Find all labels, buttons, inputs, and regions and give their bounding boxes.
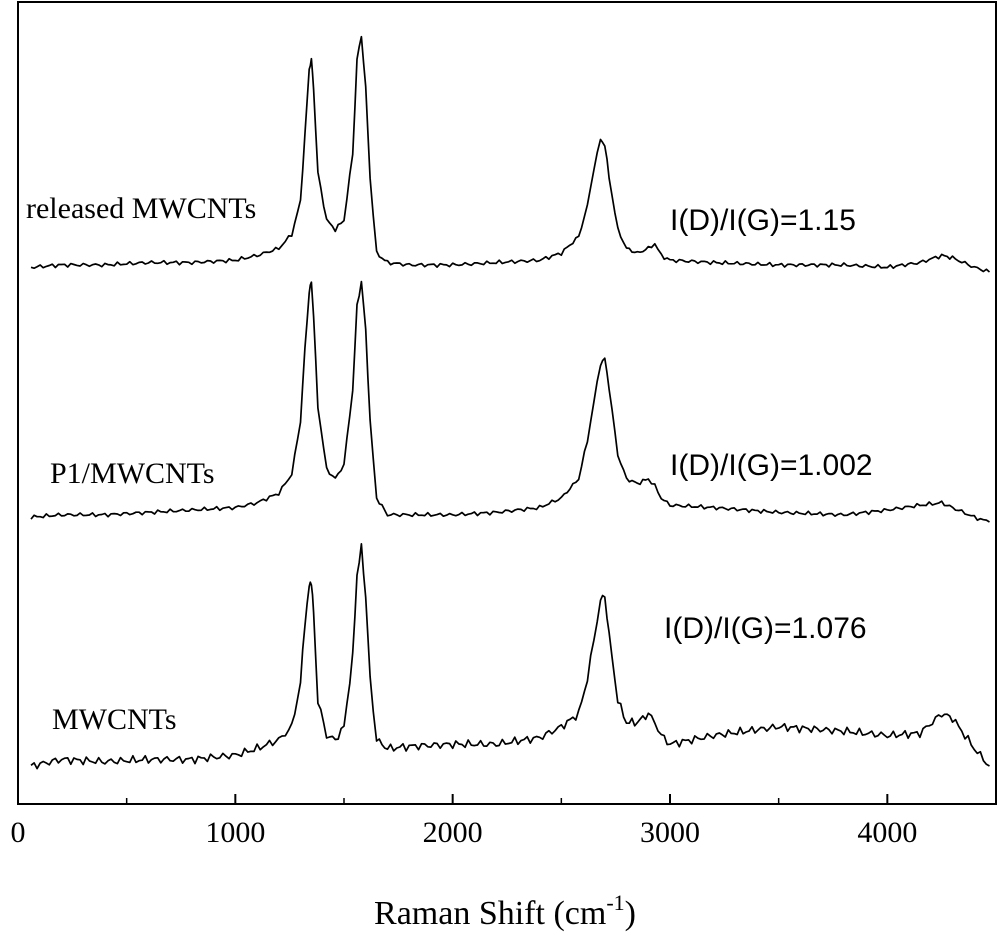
plot-frame <box>17 1 997 805</box>
ratio-annotation: I(D)/I(G)=1.002 <box>670 449 873 482</box>
x-tick-label: 0 <box>11 816 26 849</box>
series-name-label: MWCNTs <box>52 703 177 736</box>
series-line-1 <box>30 35 991 273</box>
series-line-2 <box>30 280 990 523</box>
x-tick-label: 4000 <box>857 816 917 849</box>
x-axis-ticks: 0 1000 2000 3000 4000 <box>11 794 917 849</box>
series-labels: released MWCNTs I(D)/I(G)=1.15 P1/MWCNTs I(… <box>26 192 873 736</box>
ratio-annotation: I(D)/I(G)=1.15 <box>670 204 856 237</box>
series-line-3 <box>30 543 990 770</box>
x-tick-label: 2000 <box>423 816 483 849</box>
series-name-label: P1/MWCNTs <box>50 457 215 490</box>
series-traces <box>30 35 991 770</box>
x-axis-title: Raman Shift (cm-1) <box>374 890 636 932</box>
series-name-label: released MWCNTs <box>26 192 256 225</box>
x-tick-label: 3000 <box>640 816 700 849</box>
x-tick-label: 1000 <box>205 816 265 849</box>
ratio-annotation: I(D)/I(G)=1.076 <box>664 612 867 645</box>
